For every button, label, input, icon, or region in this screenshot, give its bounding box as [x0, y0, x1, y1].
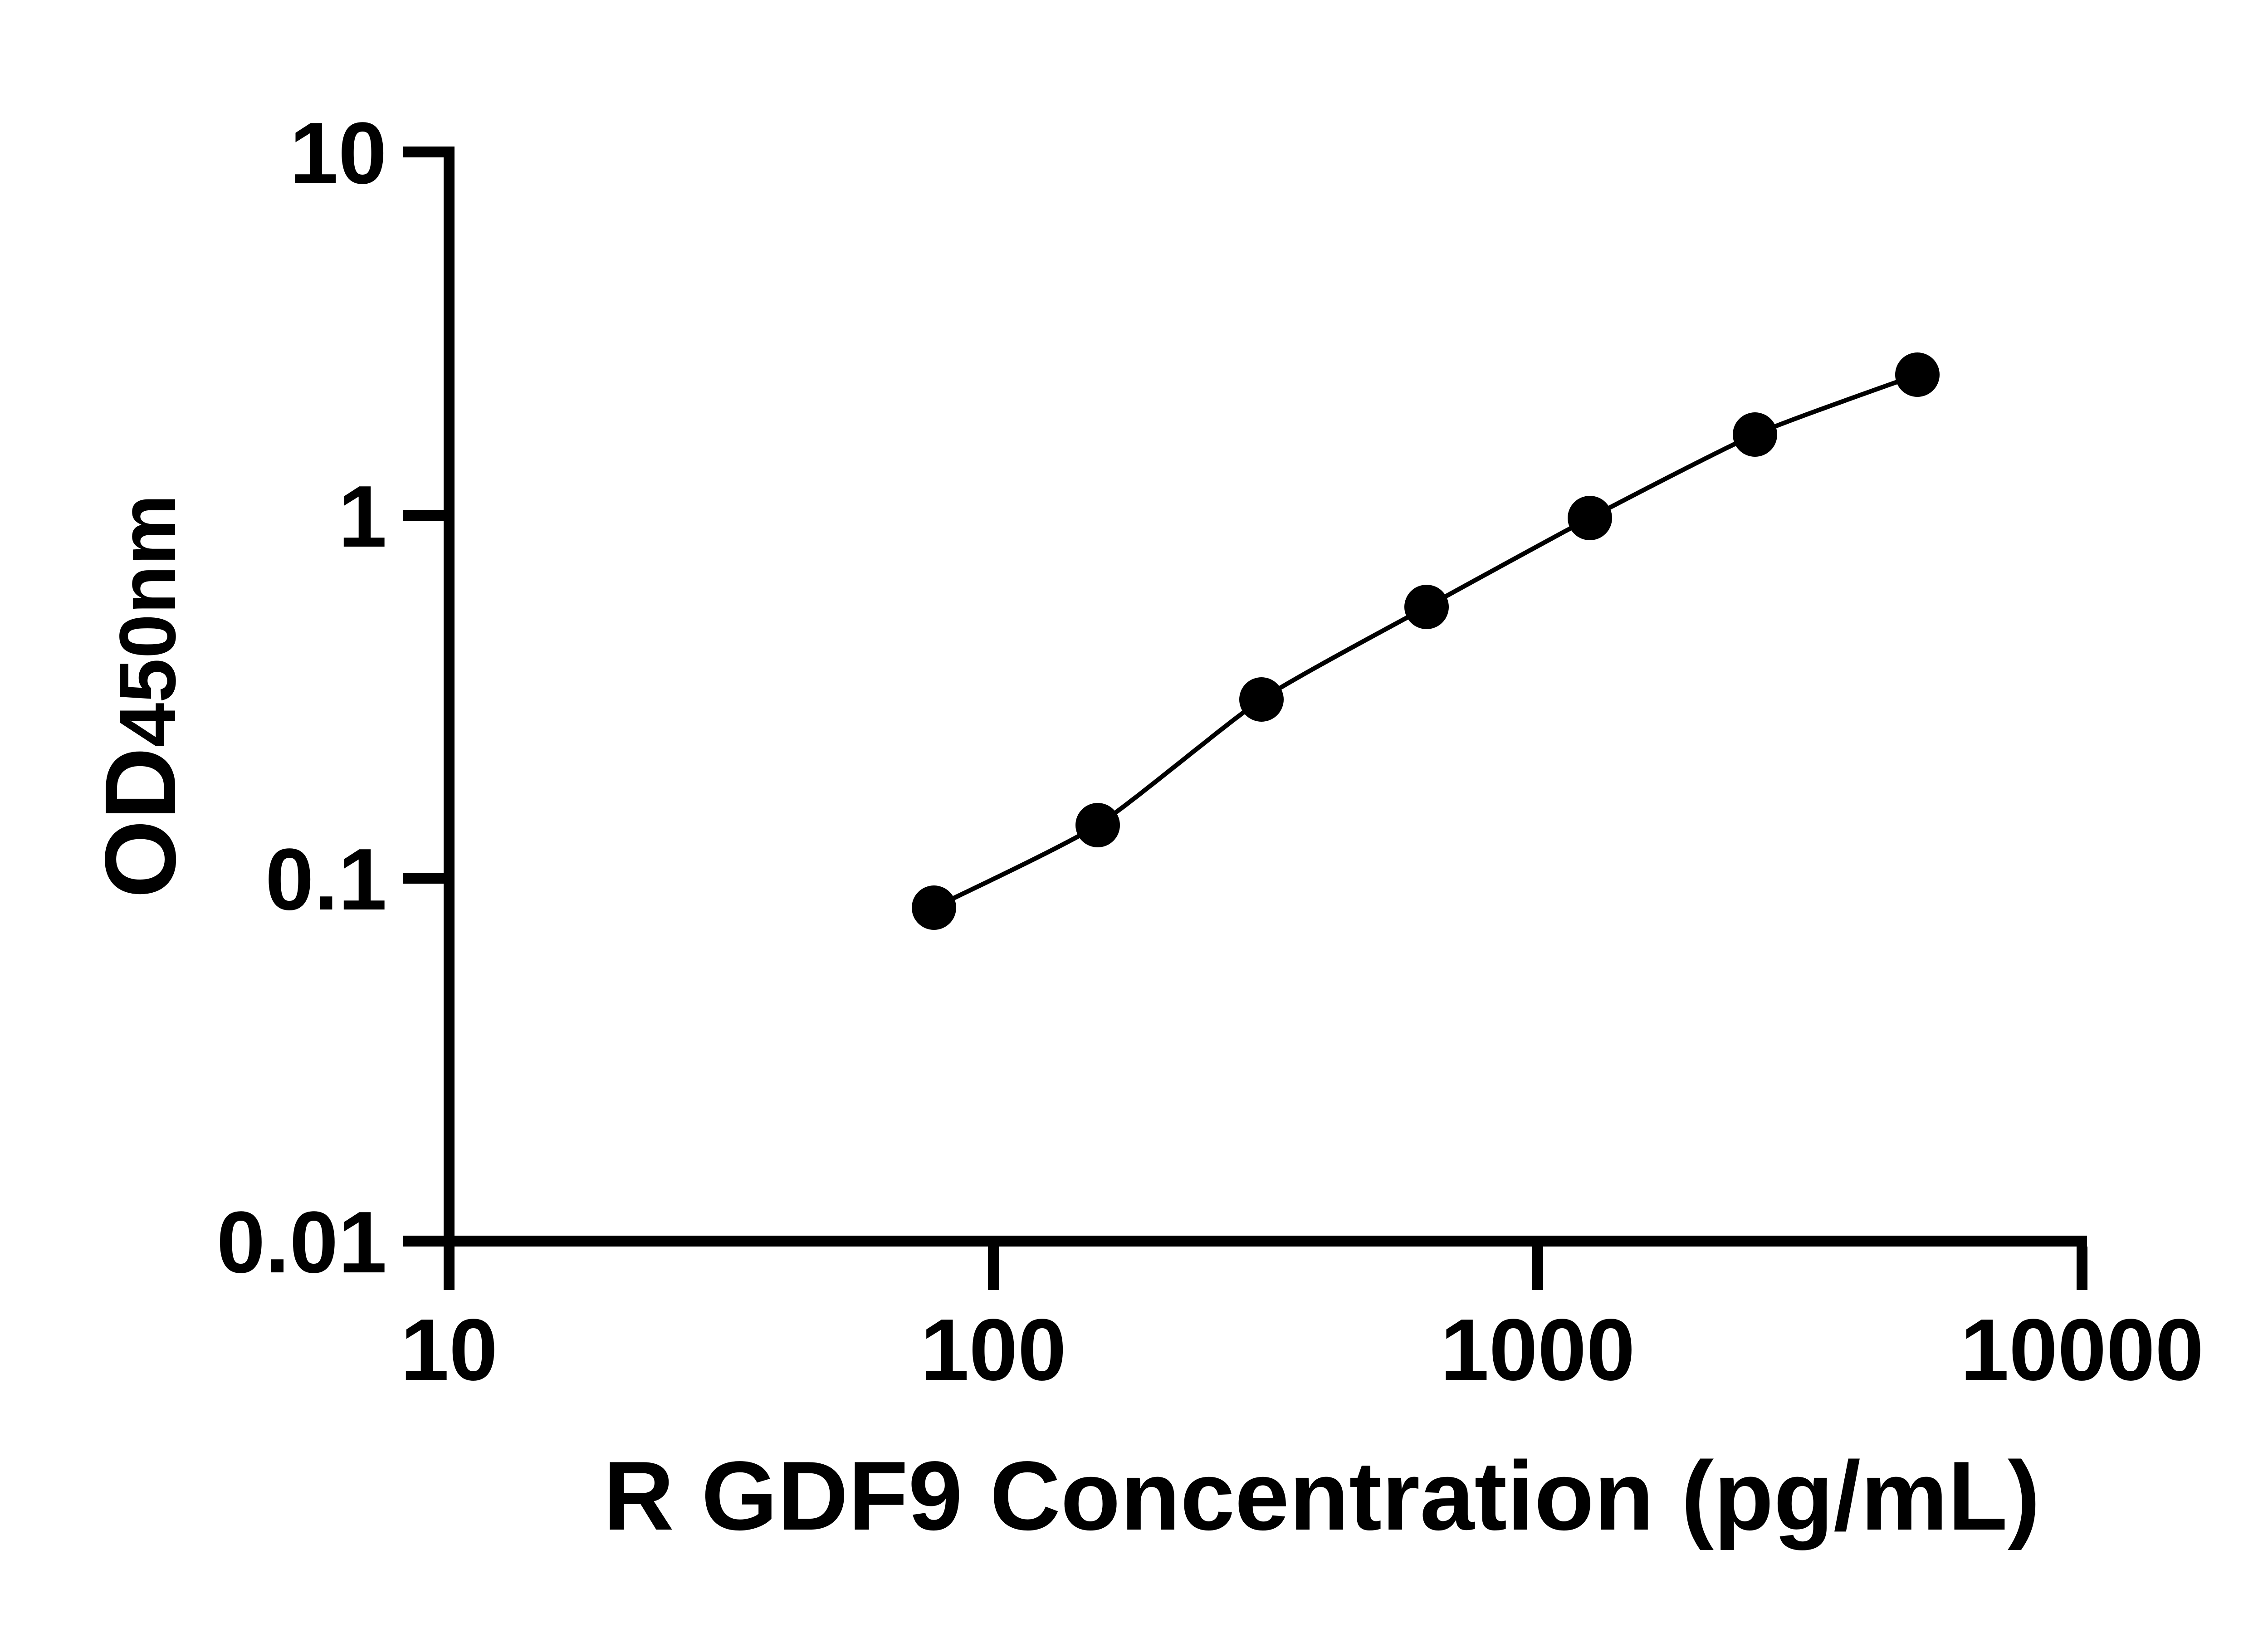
svg-text:10000: 10000	[1960, 1301, 2204, 1398]
svg-text:R GDF9 Concentration (pg/mL): R GDF9 Concentration (pg/mL)	[603, 1441, 2040, 1550]
svg-text:10: 10	[401, 1301, 498, 1398]
svg-text:100: 100	[920, 1301, 1066, 1398]
svg-text:OD450nm: OD450nm	[84, 494, 197, 899]
svg-text:1: 1	[338, 467, 387, 565]
svg-text:1000: 1000	[1440, 1301, 1635, 1398]
svg-text:0.1: 0.1	[265, 830, 387, 928]
svg-text:10: 10	[289, 104, 387, 202]
svg-text:0.01: 0.01	[216, 1193, 387, 1291]
